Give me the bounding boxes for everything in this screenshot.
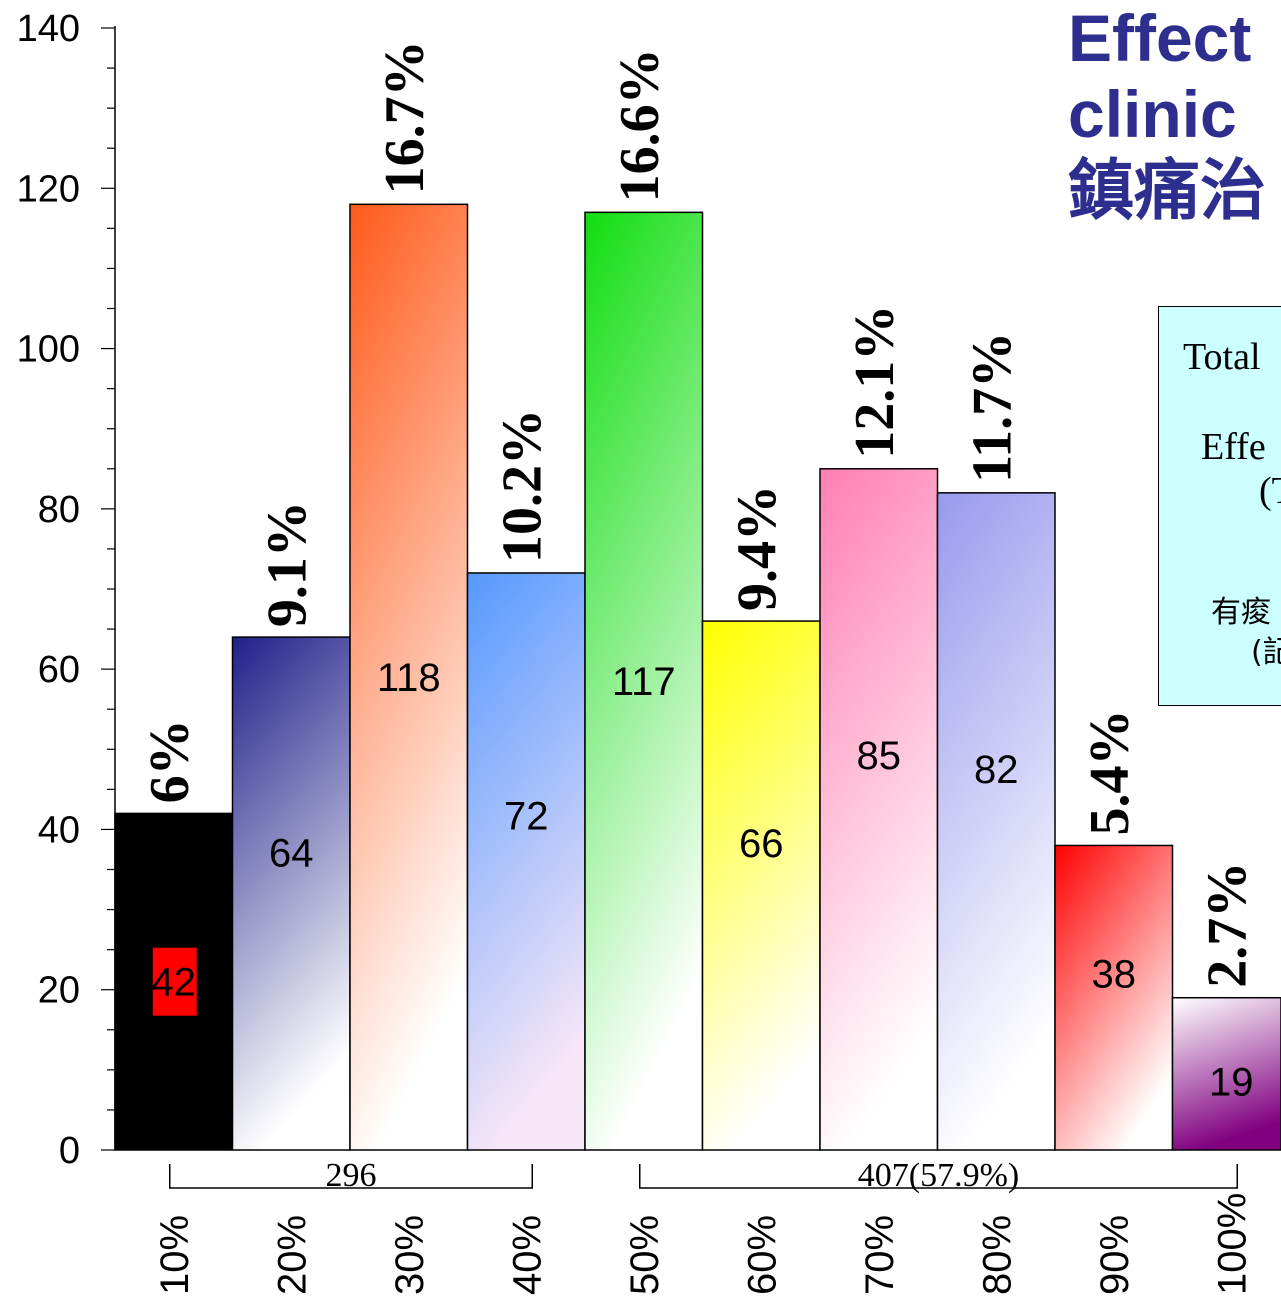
y-tick-label: 140 xyxy=(17,8,80,50)
value-label: 85 xyxy=(857,734,902,778)
bar-40% xyxy=(466,572,586,1151)
value-label: 38 xyxy=(1092,952,1137,996)
info-line-4: 有痠 xyxy=(1211,595,1271,630)
bar-80% xyxy=(936,492,1056,1151)
info-line-1: Total xyxy=(1183,336,1261,378)
info-line-5: (記 xyxy=(1251,635,1281,670)
bar-20% xyxy=(231,636,351,1151)
x-tick-label: 20% xyxy=(270,1215,314,1295)
brackets: 296 407(57.9%) xyxy=(169,1157,1238,1194)
x-tick-label: 50% xyxy=(623,1215,667,1295)
y-tick-label: 80 xyxy=(38,489,80,531)
x-tick-label: 90% xyxy=(1093,1215,1137,1295)
bracket-label: 296 xyxy=(326,1157,377,1194)
info-line-3: (T xyxy=(1259,470,1281,512)
bracket-line xyxy=(169,1164,533,1189)
percent-label: 6% xyxy=(139,719,201,803)
chart-title: Effect clinic 鎮痛治 xyxy=(1068,0,1281,228)
value-label: 64 xyxy=(269,832,314,876)
percent-label: 2.7% xyxy=(1196,862,1258,988)
bracket-label: 407(57.9%) xyxy=(858,1157,1019,1194)
y-tick-label: 60 xyxy=(38,649,80,691)
x-tick-labels: 10% 20% 30% 40% 50% 60% 70% 80% 90% 100% xyxy=(153,1193,1255,1295)
percent-label: 5.4% xyxy=(1079,709,1141,835)
bar-90% xyxy=(1054,844,1174,1151)
x-tick-label: 70% xyxy=(858,1215,902,1295)
bar-30% xyxy=(349,203,469,1151)
y-tick-label: 20 xyxy=(38,970,80,1012)
y-tick-label: 0 xyxy=(59,1130,80,1172)
percent-label: 9.4% xyxy=(726,485,788,611)
bar-50% xyxy=(584,211,704,1151)
value-label: 66 xyxy=(739,822,784,866)
percent-label: 11.7% xyxy=(961,332,1023,483)
info-line-2: Effe xyxy=(1201,426,1266,468)
x-tick-label: 10% xyxy=(153,1215,197,1295)
bar-100% xyxy=(1171,996,1281,1151)
value-label: 117 xyxy=(612,660,676,704)
title-line-2: clinic xyxy=(1068,77,1237,151)
value-label: 72 xyxy=(504,794,549,838)
y-tick-label: 100 xyxy=(17,329,80,371)
title-line-3: 鎮痛治 xyxy=(1068,153,1266,227)
title-line-1: Effect xyxy=(1068,1,1252,75)
value-label: 82 xyxy=(974,748,1019,792)
x-tick-label: 80% xyxy=(975,1215,1019,1295)
percent-label: 16.7% xyxy=(374,40,436,194)
x-tick-label: 100% xyxy=(1210,1193,1254,1295)
y-axis: 0 20 40 60 80 100 120 140 xyxy=(17,8,116,1172)
percent-label: 10.2% xyxy=(491,409,553,563)
value-highlight-box xyxy=(152,947,197,1016)
value-label: 19 xyxy=(1209,1060,1254,1104)
percent-label: 9.1% xyxy=(256,501,318,627)
y-tick-label: 120 xyxy=(17,168,80,210)
x-tick-label: 60% xyxy=(740,1215,784,1295)
bracket-line xyxy=(639,1164,1238,1189)
info-box: Total Effe (T 有痠 (記 xyxy=(1158,306,1281,706)
x-tick-label: 40% xyxy=(505,1215,549,1295)
y-tick-label: 40 xyxy=(38,809,80,851)
percent-label: 12.1% xyxy=(844,305,906,459)
bar-60% xyxy=(701,620,821,1151)
value-label: 42 xyxy=(152,961,197,1005)
percent-label: 16.6% xyxy=(609,48,671,202)
bar-70% xyxy=(819,468,939,1151)
value-label: 118 xyxy=(377,656,441,700)
bar-labels: 42 64 118 72 117 66 85 82 38 19 6% 9.1% 16.7% 10.2% 16… xyxy=(139,40,1259,1104)
x-tick-label: 30% xyxy=(388,1215,432,1295)
bars-layer xyxy=(114,203,1281,1151)
